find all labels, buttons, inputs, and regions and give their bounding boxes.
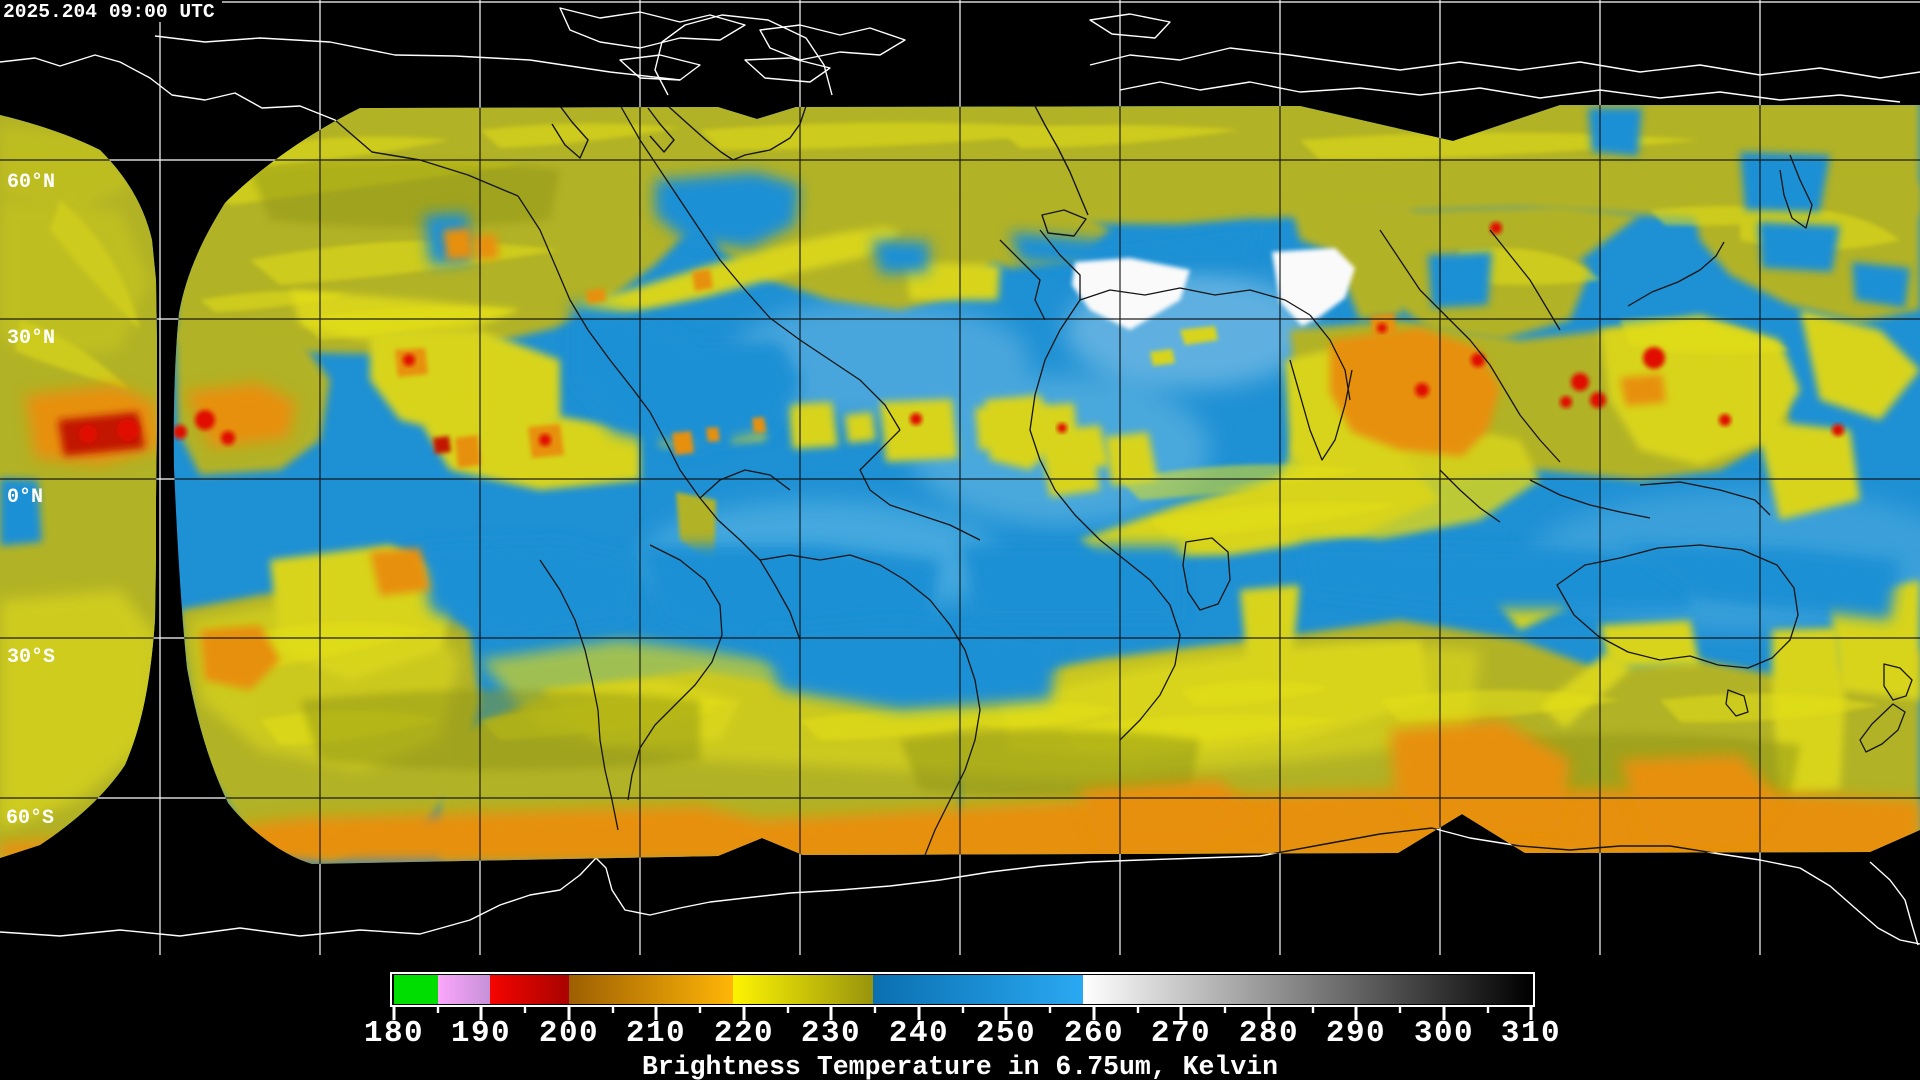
svg-text:2025.204 09:00 UTC: 2025.204 09:00 UTC xyxy=(3,1,215,23)
svg-text:260: 260 xyxy=(1064,1016,1124,1051)
svg-text:60°S: 60°S xyxy=(6,807,54,830)
svg-text:290: 290 xyxy=(1326,1016,1386,1051)
svg-text:220: 220 xyxy=(714,1016,774,1051)
svg-text:230: 230 xyxy=(801,1016,861,1051)
svg-text:210: 210 xyxy=(626,1016,686,1051)
svg-text:200: 200 xyxy=(539,1016,599,1051)
svg-text:60°N: 60°N xyxy=(7,171,55,194)
svg-text:250: 250 xyxy=(976,1016,1036,1051)
svg-text:240: 240 xyxy=(889,1016,949,1051)
svg-text:300: 300 xyxy=(1414,1016,1474,1051)
svg-text:180: 180 xyxy=(364,1016,424,1051)
svg-text:Brightness Temperature in 6.75: Brightness Temperature in 6.75um, Kelvin xyxy=(642,1052,1278,1080)
svg-text:0°N: 0°N xyxy=(7,486,43,509)
svg-text:190: 190 xyxy=(451,1016,511,1051)
svg-text:30°S: 30°S xyxy=(7,646,55,669)
svg-text:280: 280 xyxy=(1239,1016,1299,1051)
svg-text:270: 270 xyxy=(1151,1016,1211,1051)
svg-text:30°N: 30°N xyxy=(7,327,55,350)
svg-text:310: 310 xyxy=(1501,1016,1561,1051)
